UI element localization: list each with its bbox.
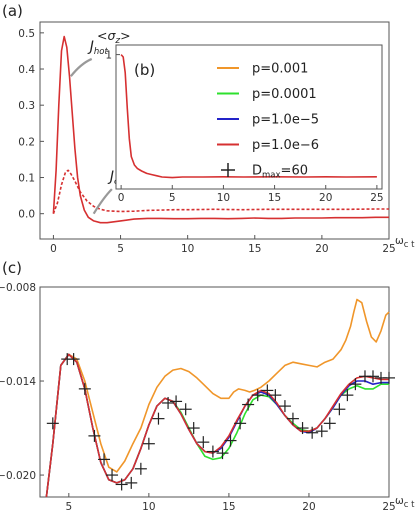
x-tick-label: 20 [302,501,315,513]
x-tick-label: 15 [222,501,235,513]
x-tick-label: 5 [117,243,124,255]
annotation-pointer [92,188,113,215]
panel-c-label: (c) [2,259,22,277]
y-tick-label: −0.014 [0,376,36,388]
x-tick-label: 5 [169,192,176,204]
panel-a-frame [39,21,390,240]
y-tick-label: 1 [105,50,112,62]
legend-label: p=0.001 [252,62,308,77]
y-tick-label: 0.0 [18,209,35,221]
legend-label: p=1.0e−6 [252,138,319,153]
panel-b-inset: <σz> (b) 0 5 10 15 20 25 1 p=0.001 p=0.0001 p=1.… [97,28,384,204]
panel-c-curves [45,298,390,498]
legend-label: p=0.0001 [252,87,317,102]
series-line-p-1-0e-5 [45,353,389,498]
legend-label: p=1.0e−5 [252,113,319,128]
series-line-sigma-z [120,54,377,179]
y-tick-label: 0.2 [18,136,35,148]
y-tick-label: −0.008 [0,282,36,294]
panel-a-xlabel: ωc t [395,235,415,250]
panel-a-label: (a) [2,2,23,20]
panel-c-xlabel: ωc t [395,495,415,510]
y-tick-label: 0.4 [18,64,35,76]
x-tick-label: 0 [118,192,125,204]
panel-b-curves [120,54,377,179]
panel-c: (c) 5 10 15 20 25 −0.008 −0.014 −0.020 ωc t [0,259,415,513]
legend-label: Dmax=60 [252,164,308,181]
panel-c-ticks: 5 10 15 20 25 −0.008 −0.014 −0.020 [0,282,396,513]
panel-b-ticks: 0 5 10 15 20 25 1 [105,50,383,204]
panel-c-frame [39,286,390,498]
x-tick-label: 25 [382,243,395,255]
x-tick-label: 15 [248,243,261,255]
x-tick-label: 25 [370,192,383,204]
panel-b-ylabel: <σz> [97,28,131,46]
series-line-J_cold [52,169,389,214]
annotation-pointer [70,57,93,77]
panel-a-curves [52,35,389,224]
panel-b-background [115,44,383,190]
y-tick-label: 0.1 [18,173,35,185]
y-tick-label: 0.3 [18,100,35,112]
y-tick-label: −0.020 [0,470,36,482]
x-tick-label: 5 [65,501,72,513]
legend: p=0.001 p=0.0001 p=1.0e−5 p=1.0e−6 Dmax=60 [217,62,319,181]
x-tick-label: 20 [319,192,332,204]
x-tick-label: 0 [50,243,57,255]
y-tick-label: 0.5 [18,28,35,40]
series-line-J_hot [52,35,389,224]
x-tick-label: 10 [217,192,230,204]
x-tick-label: 25 [382,501,395,513]
series-line-p-0-0001 [45,353,389,498]
series-line-p-0-001 [45,298,390,498]
x-tick-label: 10 [142,501,155,513]
x-tick-label: 15 [268,192,281,204]
panel-b-label: (b) [134,61,155,79]
panel-c-markers [46,353,395,491]
x-tick-label: 20 [315,243,328,255]
series-line-p-1-0e-6 [45,353,389,498]
annotation-label: Jhot [87,39,109,57]
panel-a-ticks: 0 5 10 15 20 250.00.10.20.30.40.5 [18,28,395,255]
x-tick-label: 10 [181,243,194,255]
